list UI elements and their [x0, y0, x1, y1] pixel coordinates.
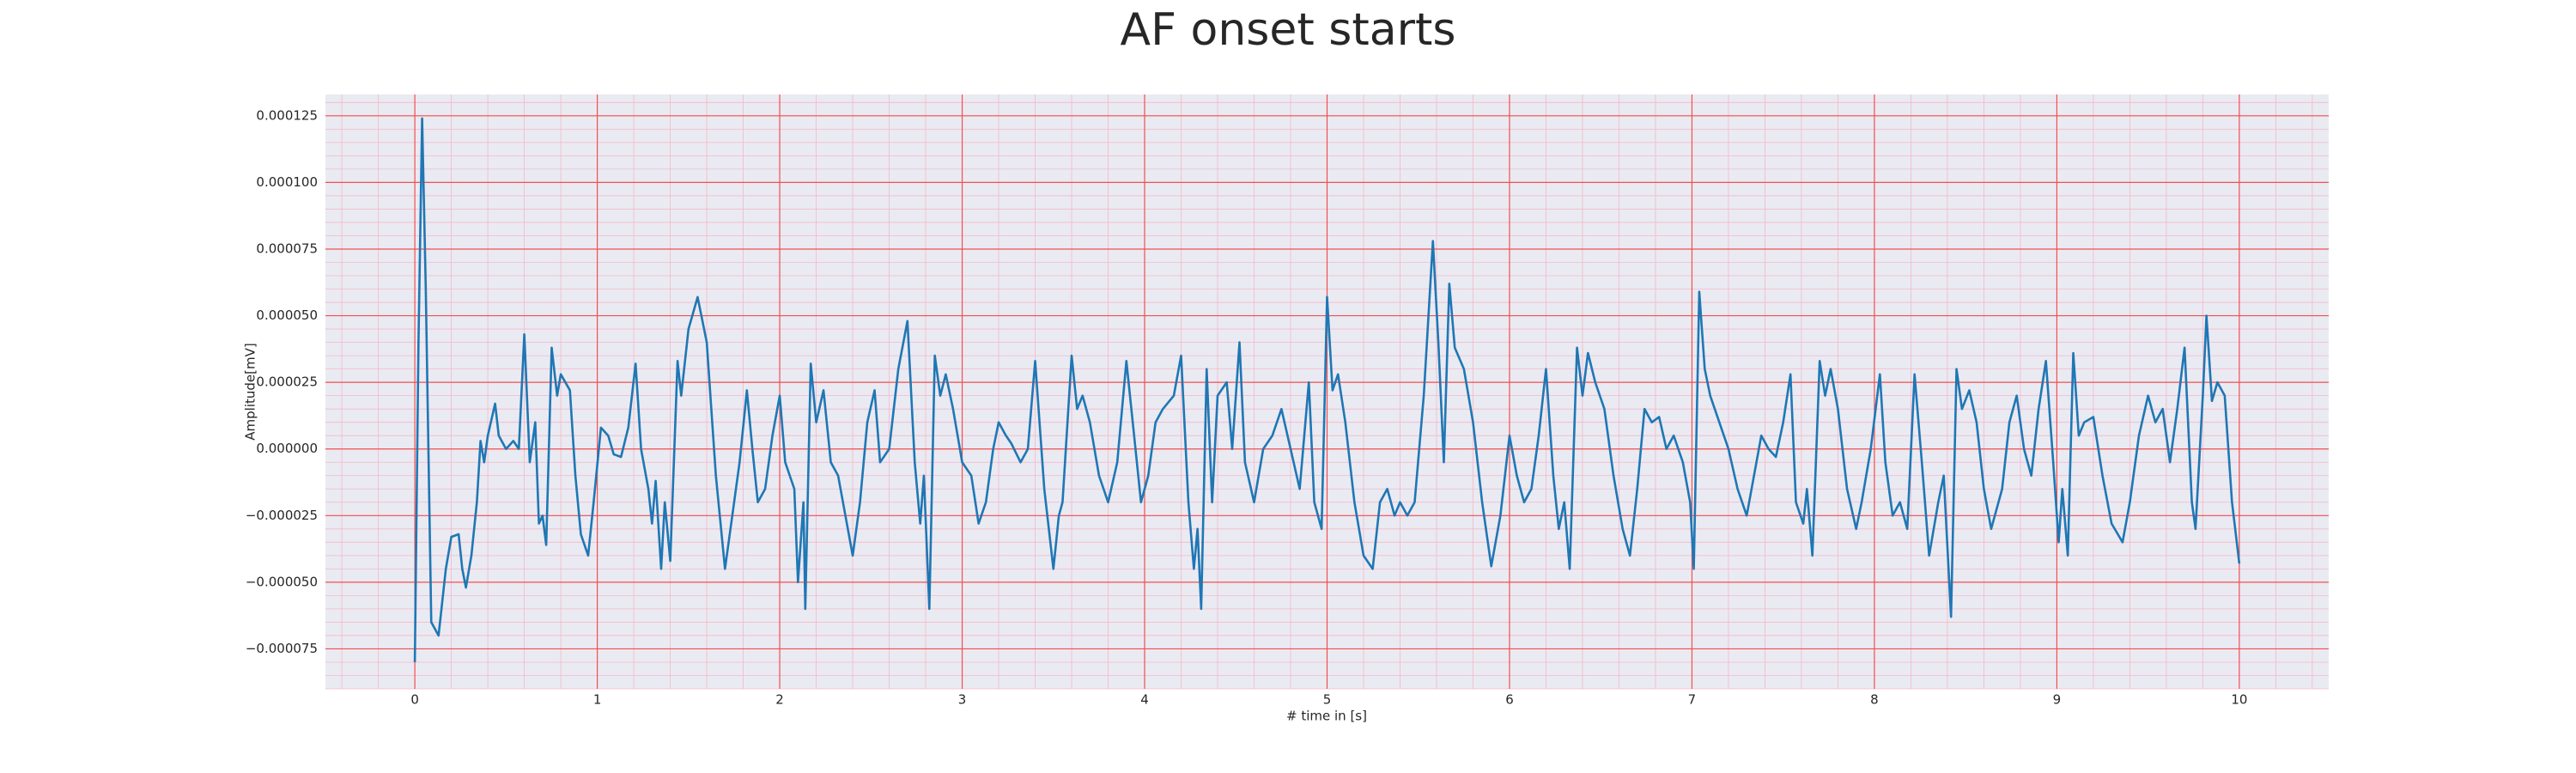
y-tick-label: 0.000025	[256, 374, 318, 390]
y-axis-label: Amplitude[mV]	[243, 343, 258, 440]
x-tick-label: 1	[593, 692, 602, 708]
x-tick-label: 0	[410, 692, 419, 708]
x-tick-label: 10	[2231, 692, 2247, 708]
x-tick-label: 6	[1505, 692, 1514, 708]
y-tick-label: 0.000000	[256, 441, 318, 456]
y-tick-label: 0.000100	[256, 174, 318, 190]
signal-line	[413, 117, 2241, 662]
y-tick-label: −0.000075	[246, 641, 318, 656]
x-tick-label: 4	[1140, 692, 1149, 708]
x-axis-label: # time in [s]	[1286, 709, 1367, 724]
marks	[413, 117, 2241, 662]
y-tick-label: 0.000125	[256, 107, 318, 123]
y-tick-label: −0.000025	[246, 508, 318, 523]
x-tick-label: 8	[1870, 692, 1879, 708]
y-tick-label: 0.000050	[256, 307, 318, 323]
labels: 0 1 2 3 4 5 6 7 8 9 10 −0.000075 −0.000050 −0.000025 0…	[246, 107, 2248, 707]
y-tick-label: 0.000075	[256, 240, 318, 256]
x-tick-label: 2	[775, 692, 784, 708]
x-tick-label: 7	[1688, 692, 1697, 708]
x-tick-label: 9	[2053, 692, 2062, 708]
chart-title: AF onset starts	[1121, 4, 1456, 56]
x-tick-label: 3	[958, 692, 967, 708]
y-tick-label: −0.000050	[246, 574, 318, 589]
x-tick-label: 5	[1323, 692, 1332, 708]
